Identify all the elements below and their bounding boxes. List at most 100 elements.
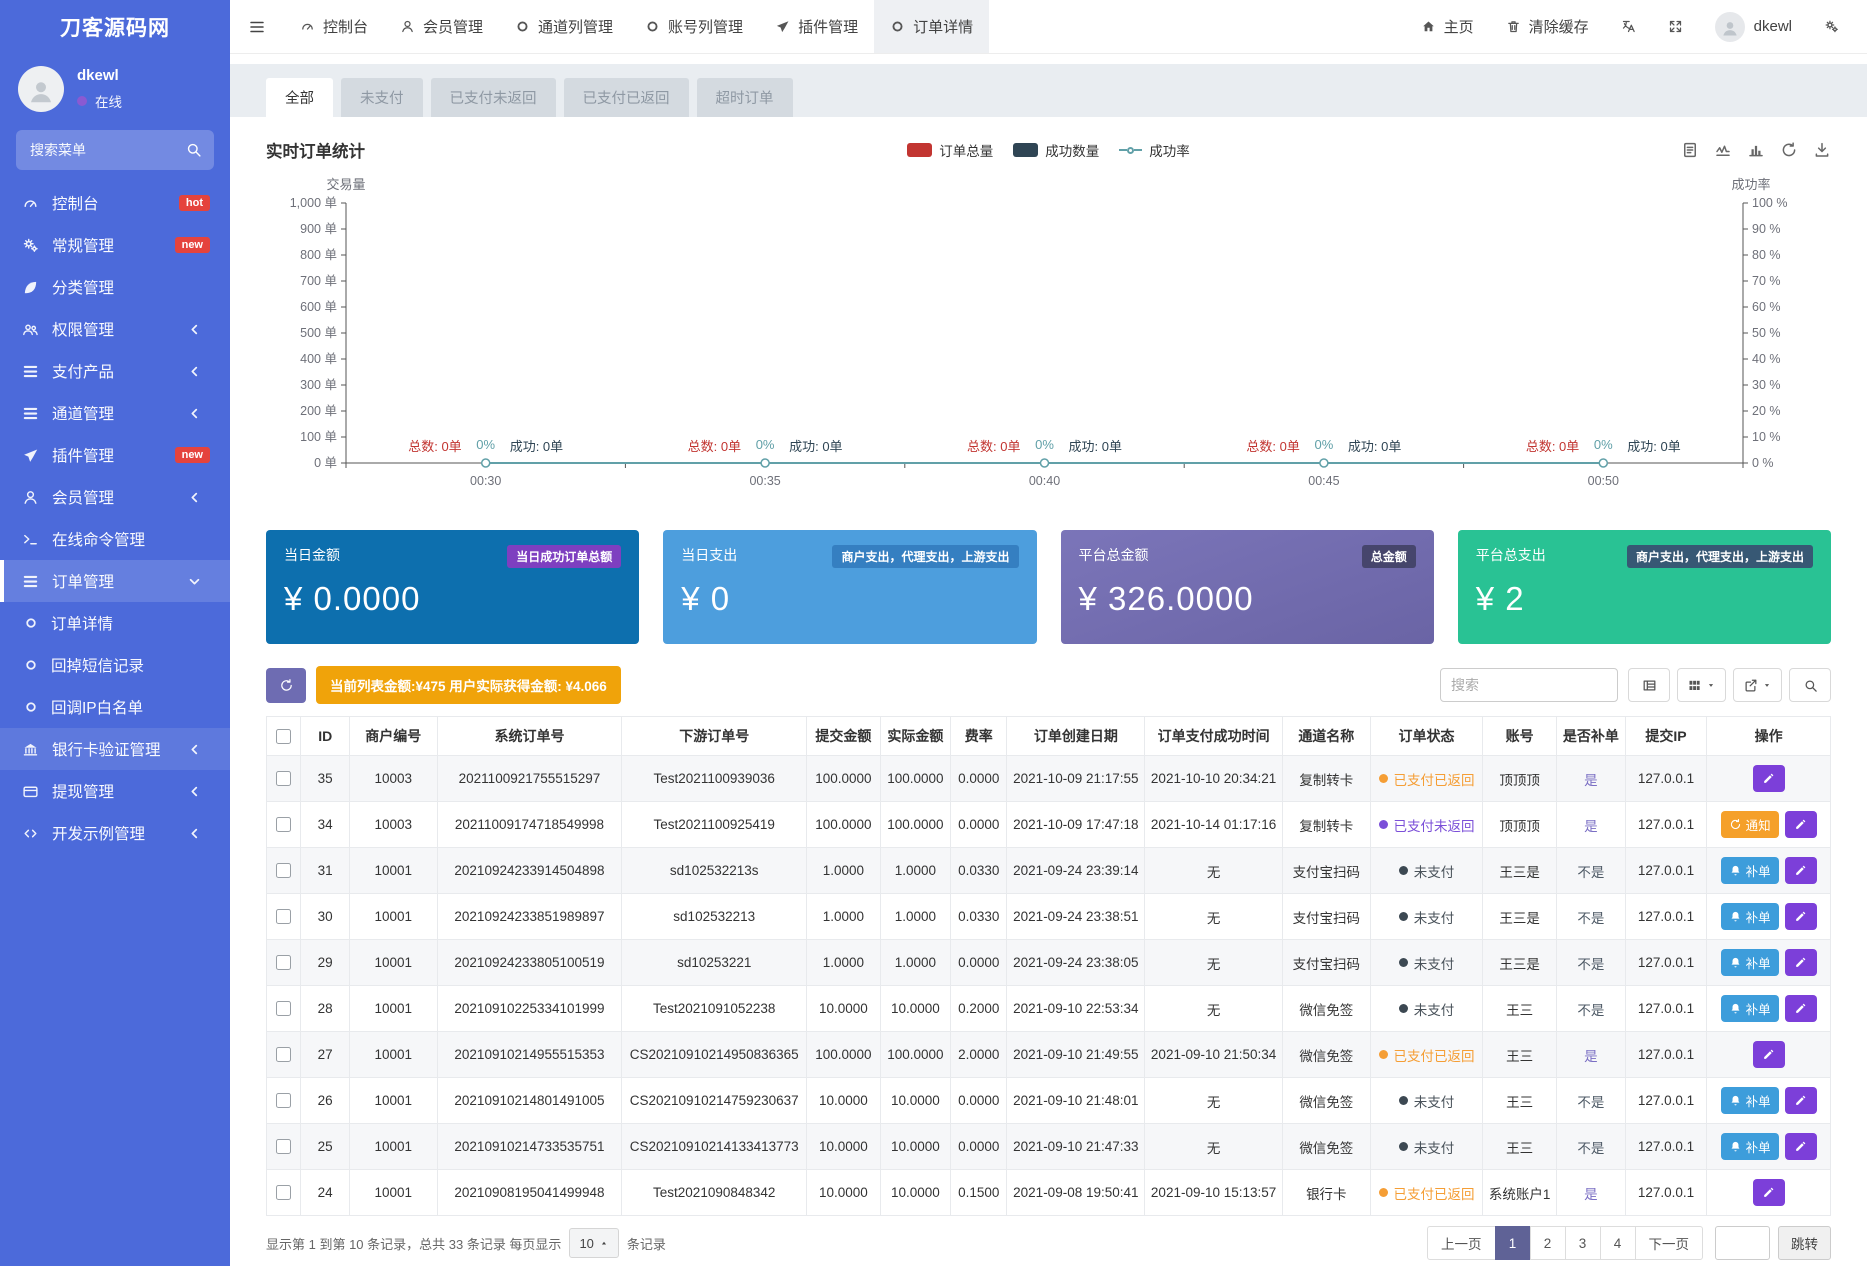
supplement-button[interactable]: 补单 (1721, 857, 1779, 884)
tab-2[interactable]: 已支付未返回 (431, 78, 556, 117)
page-size-select[interactable]: 10 (569, 1228, 618, 1258)
row-checkbox[interactable] (276, 1139, 291, 1154)
sidebar-item[interactable]: 分类管理 (0, 266, 230, 308)
nav-action-settings[interactable] (1808, 0, 1855, 53)
navbar-user[interactable]: dkewl (1699, 0, 1808, 53)
column-header[interactable]: 提交IP (1625, 717, 1706, 756)
top-nav-item[interactable]: 会员管理 (384, 0, 499, 53)
jump-button[interactable]: 跳转 (1778, 1226, 1831, 1260)
nav-action-home[interactable]: 主页 (1405, 0, 1490, 53)
sidebar-item[interactable]: 银行卡验证管理 (0, 728, 230, 770)
search-icon[interactable] (185, 141, 202, 158)
edit-button[interactable] (1785, 1133, 1817, 1160)
sidebar-item[interactable]: 常规管理new (0, 224, 230, 266)
row-checkbox[interactable] (276, 817, 291, 832)
edit-button[interactable] (1753, 1041, 1785, 1068)
top-nav-item[interactable]: 插件管理 (759, 0, 874, 53)
edit-button[interactable] (1785, 811, 1817, 838)
column-header[interactable]: 通道名称 (1282, 717, 1370, 756)
sidebar-item[interactable]: 权限管理 (0, 308, 230, 350)
top-nav-item[interactable]: 控制台 (284, 0, 384, 53)
sidebar-item[interactable]: 在线命令管理 (0, 518, 230, 560)
nav-action-trash[interactable]: 清除缓存 (1490, 0, 1605, 53)
row-checkbox[interactable] (276, 1047, 291, 1062)
row-checkbox[interactable] (276, 955, 291, 970)
column-header[interactable]: 订单状态 (1370, 717, 1483, 756)
table-search-input[interactable] (1440, 668, 1618, 702)
sidebar-item[interactable]: 订单管理 (0, 560, 230, 602)
top-nav-item[interactable]: 通道列管理 (499, 0, 629, 53)
sidebar-item[interactable]: 回掉短信记录 (0, 644, 230, 686)
supplement-button[interactable]: 补单 (1721, 1087, 1779, 1114)
tab-3[interactable]: 已支付已返回 (564, 78, 689, 117)
column-header[interactable]: 操作 (1707, 717, 1831, 756)
page-button-1[interactable]: 1 (1495, 1226, 1531, 1260)
page-button-2[interactable]: 2 (1530, 1226, 1566, 1260)
column-header[interactable]: 系统订单号 (437, 717, 622, 756)
row-checkbox[interactable] (276, 1093, 291, 1108)
row-checkbox[interactable] (276, 1001, 291, 1016)
user-avatar[interactable] (18, 66, 64, 112)
sidebar-item[interactable]: 会员管理 (0, 476, 230, 518)
nav-action-expand[interactable] (1652, 0, 1699, 53)
tab-0[interactable]: 全部 (266, 78, 333, 117)
detail-view-button[interactable] (1628, 668, 1670, 702)
supplement-button[interactable]: 补单 (1721, 903, 1779, 930)
tab-1[interactable]: 未支付 (341, 78, 423, 117)
sidebar-item[interactable]: 插件管理new (0, 434, 230, 476)
edit-button[interactable] (1785, 1087, 1817, 1114)
row-checkbox[interactable] (276, 909, 291, 924)
column-header[interactable]: 提交金额 (807, 717, 881, 756)
supplement-button[interactable]: 补单 (1721, 949, 1779, 976)
export-button[interactable] (1733, 668, 1782, 702)
sidebar-item[interactable]: 通道管理 (0, 392, 230, 434)
doc-icon[interactable] (1681, 141, 1699, 159)
tab-4[interactable]: 超时订单 (697, 78, 793, 117)
sidebar-item[interactable]: 回调IP白名单 (0, 686, 230, 728)
legend-item[interactable]: 成功数量 (1013, 140, 1099, 160)
sidebar-item[interactable]: 控制台hot (0, 182, 230, 224)
sidebar-item[interactable]: 支付产品 (0, 350, 230, 392)
column-header[interactable]: 费率 (951, 717, 1007, 756)
chartbar-icon[interactable] (1747, 141, 1765, 159)
page-button-3[interactable]: 3 (1565, 1226, 1601, 1260)
select-all-checkbox[interactable] (276, 729, 291, 744)
sidebar-item[interactable]: 开发示例管理 (0, 812, 230, 854)
sidebar-item[interactable]: 提现管理 (0, 770, 230, 812)
column-header[interactable]: 账号 (1483, 717, 1557, 756)
nav-action-translate[interactable] (1605, 0, 1652, 53)
column-header[interactable]: ID (301, 717, 350, 756)
download-icon[interactable] (1813, 141, 1831, 159)
edit-button[interactable] (1785, 995, 1817, 1022)
legend-item[interactable]: 成功率 (1119, 140, 1190, 160)
row-checkbox[interactable] (276, 1185, 291, 1200)
edit-button[interactable] (1785, 903, 1817, 930)
page-button-4[interactable]: 4 (1600, 1226, 1636, 1260)
chartline-icon[interactable] (1714, 141, 1732, 159)
row-checkbox[interactable] (276, 863, 291, 878)
supplement-button[interactable]: 补单 (1721, 995, 1779, 1022)
edit-button[interactable] (1753, 765, 1785, 792)
refresh-icon[interactable] (1780, 141, 1798, 159)
row-checkbox[interactable] (276, 771, 291, 786)
sidebar-item[interactable]: 订单详情 (0, 602, 230, 644)
sidebar-toggle-button[interactable] (230, 0, 284, 53)
supplement-button[interactable]: 补单 (1721, 1133, 1779, 1160)
column-header[interactable]: 下游订单号 (622, 717, 807, 756)
prev-page-button[interactable]: 上一页 (1427, 1226, 1496, 1260)
notify-button[interactable]: 通知 (1721, 811, 1779, 838)
jump-page-input[interactable] (1715, 1226, 1770, 1260)
columns-button[interactable] (1677, 668, 1726, 702)
edit-button[interactable] (1753, 1179, 1785, 1206)
top-nav-item[interactable]: 账号列管理 (629, 0, 759, 53)
column-header[interactable]: 订单创建日期 (1007, 717, 1145, 756)
column-header[interactable]: 实际金额 (880, 717, 950, 756)
legend-item[interactable]: 订单总量 (907, 140, 993, 160)
column-header[interactable]: 是否补单 (1556, 717, 1625, 756)
edit-button[interactable] (1785, 949, 1817, 976)
column-header[interactable]: 订单支付成功时间 (1145, 717, 1283, 756)
refresh-button[interactable] (266, 668, 306, 703)
column-header[interactable]: 商户编号 (349, 717, 437, 756)
next-page-button[interactable]: 下一页 (1635, 1226, 1704, 1260)
edit-button[interactable] (1785, 857, 1817, 884)
